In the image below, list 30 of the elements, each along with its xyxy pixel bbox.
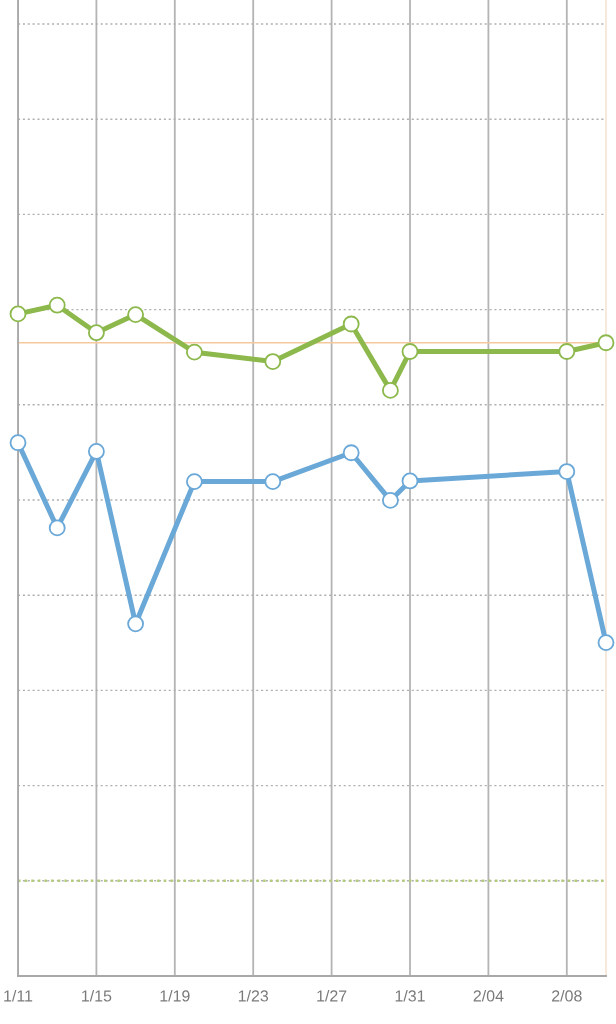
point bbox=[87, 324, 105, 342]
x-tick-label: 2/08 bbox=[552, 989, 582, 1002]
point bbox=[48, 296, 66, 314]
point bbox=[48, 519, 66, 537]
x-tick-label: 2/04 bbox=[473, 989, 504, 1002]
point bbox=[87, 443, 105, 460]
point bbox=[381, 491, 399, 509]
x-tick-label: 1/31 bbox=[395, 989, 425, 1002]
point bbox=[127, 615, 145, 633]
point bbox=[264, 473, 282, 491]
x-tick-label: 1/11 bbox=[4, 989, 33, 1002]
point bbox=[9, 434, 27, 452]
point bbox=[597, 634, 615, 652]
point bbox=[558, 463, 576, 480]
point bbox=[401, 472, 419, 490]
point bbox=[264, 353, 282, 370]
point bbox=[342, 315, 360, 333]
x-tick-label: 1/27 bbox=[317, 989, 347, 1002]
point bbox=[185, 473, 203, 491]
point bbox=[381, 381, 399, 399]
x-tick-label: 1/19 bbox=[160, 989, 190, 1002]
point bbox=[401, 343, 419, 360]
point bbox=[127, 306, 145, 323]
x-tick-label: 1/15 bbox=[82, 989, 112, 1002]
point bbox=[9, 305, 27, 323]
point bbox=[558, 343, 576, 360]
x-tick-label: 1/23 bbox=[238, 989, 269, 1002]
point bbox=[342, 444, 360, 462]
point bbox=[185, 343, 203, 361]
point bbox=[597, 334, 615, 352]
